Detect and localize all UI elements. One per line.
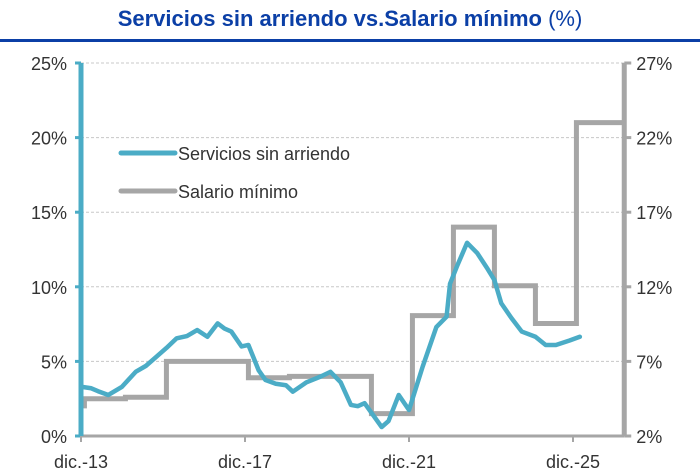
legend: Servicios sin arriendo Salario mínimo bbox=[118, 144, 350, 202]
right-axis-tick-label: 2% bbox=[636, 427, 662, 447]
chart-title: Servicios sin arriendo vs.Salario mínimo… bbox=[0, 6, 700, 32]
legend-label-salario: Salario mínimo bbox=[178, 182, 298, 202]
chart-title-text: Servicios sin arriendo vs.Salario mínimo bbox=[117, 6, 542, 31]
left-axis-tick-label: 5% bbox=[41, 352, 67, 372]
right-axis-tick-label: 12% bbox=[636, 278, 672, 298]
left-axis-tick-label: 20% bbox=[31, 129, 67, 149]
x-axis-tick-label: dic.-21 bbox=[382, 452, 436, 472]
left-axis-tick-label: 15% bbox=[31, 203, 67, 223]
series-line-servicios-sin-arriendo bbox=[78, 240, 583, 430]
chart-title-unit: (%) bbox=[548, 6, 583, 31]
x-axis-tick-label: dic.-25 bbox=[546, 452, 600, 472]
series-line-salario-minimo bbox=[81, 120, 625, 417]
left-axis-tick-label: 0% bbox=[41, 427, 67, 447]
left-axis-tick-label: 25% bbox=[31, 54, 67, 74]
legend-label-servicios: Servicios sin arriendo bbox=[178, 144, 350, 164]
title-underline bbox=[0, 39, 700, 42]
right-axis-tick-label: 17% bbox=[636, 203, 672, 223]
right-axis-tick-label: 7% bbox=[636, 352, 662, 372]
left-axis-tick-label: 10% bbox=[31, 278, 67, 298]
x-axis-tick-label: dic.-17 bbox=[218, 452, 272, 472]
right-axis-tick-label: 22% bbox=[636, 129, 672, 149]
right-axis-tick-label: 27% bbox=[636, 54, 672, 74]
x-axis-tick-label: dic.-13 bbox=[54, 452, 108, 472]
